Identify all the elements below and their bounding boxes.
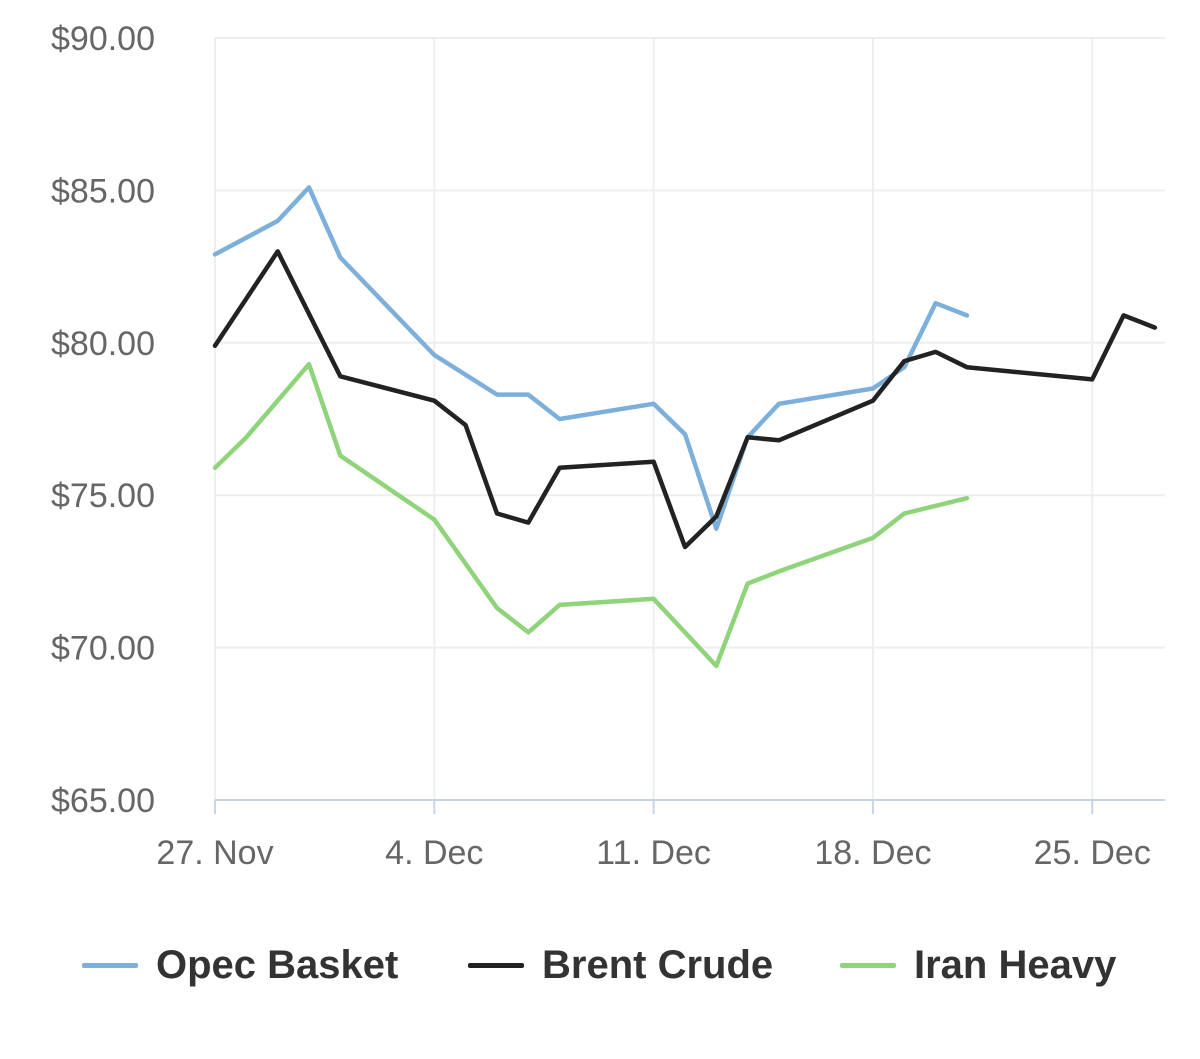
legend-item-iran-heavy[interactable]: Iran Heavy: [840, 930, 1116, 1000]
chart-legend: Opec Basket Brent Crude Iran Heavy: [0, 930, 1200, 1000]
legend-label-opec-basket: Opec Basket: [156, 942, 399, 987]
x-tick-label-11-dec: 11. Dec: [596, 834, 711, 872]
gridlines: [214, 37, 1165, 800]
series-line-brent-crude[interactable]: [212, 249, 1158, 550]
y-tick-label-70-00: $70.00: [51, 630, 155, 668]
series-line-iran-heavy[interactable]: [212, 361, 970, 669]
legend-label-iran-heavy: Iran Heavy: [914, 942, 1117, 987]
y-tick-label-90-00: $90.00: [51, 20, 155, 58]
series-lines: [212, 185, 1158, 669]
series-line-opec-basket[interactable]: [212, 185, 970, 531]
y-tick-label-85-00: $85.00: [51, 172, 155, 210]
legend-swatch-iran-heavy: [840, 962, 896, 968]
x-tick-label-18-dec: 18. Dec: [814, 834, 931, 872]
x-tick-label-4-dec: 4. Dec: [385, 834, 483, 872]
legend-item-brent-crude[interactable]: Brent Crude: [468, 930, 773, 1000]
y-tick-label-80-00: $80.00: [51, 325, 155, 363]
legend-label-brent-crude: Brent Crude: [542, 942, 774, 987]
legend-swatch-brent-crude: [468, 962, 524, 968]
y-tick-label-75-00: $75.00: [51, 477, 155, 515]
legend-item-opec-basket[interactable]: Opec Basket: [82, 930, 398, 1000]
axes: [214, 799, 1165, 814]
tick-labels: $90.00 $85.00 $80.00 $75.00 $70.00 $65.0027. …: [51, 20, 1151, 872]
y-tick-label-65-00: $65.00: [51, 782, 155, 820]
x-tick-label-27-nov: 27. Nov: [156, 834, 273, 872]
x-tick-label-25-dec: 25. Dec: [1034, 834, 1151, 872]
legend-swatch-opec-basket: [82, 962, 138, 968]
